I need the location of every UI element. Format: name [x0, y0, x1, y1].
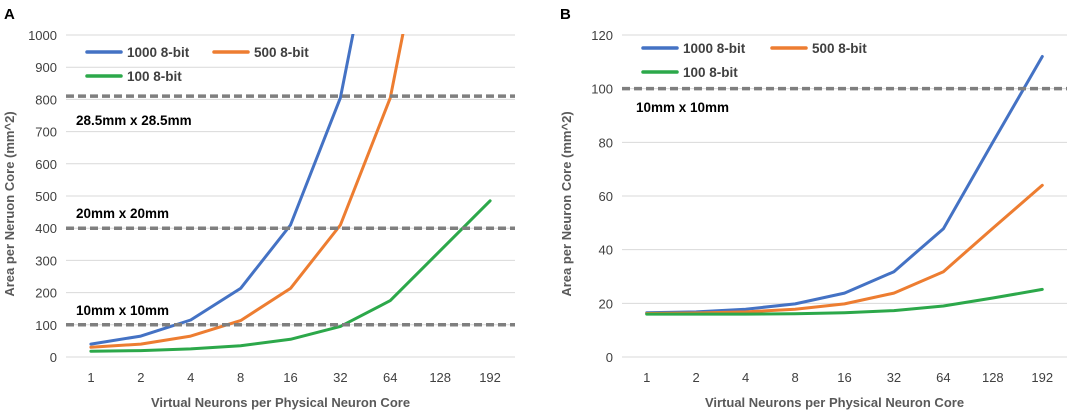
- y-tick-label: 40: [599, 243, 613, 258]
- x-tick-label: 16: [837, 370, 851, 385]
- x-tick-label: 4: [187, 370, 194, 385]
- y-tick-label: 20: [599, 296, 613, 311]
- reference-line-label: 20mm x 20mm: [76, 206, 169, 221]
- y-axis-title: Area per Neruon Core (mm^2): [2, 111, 17, 296]
- reference-line-label: 28.5mm x 28.5mm: [76, 113, 192, 128]
- x-tick-label: 1: [87, 370, 94, 385]
- x-tick-label: 4: [742, 370, 749, 385]
- series-line-100-8-bit: [645, 287, 1044, 316]
- x-tick-label: 64: [383, 370, 397, 385]
- legend-label: 1000 8-bit: [127, 45, 190, 60]
- x-axis-title: Virtual Neurons per Physical Neuron Core: [705, 395, 964, 410]
- y-tick-label: 800: [35, 92, 57, 107]
- y-tick-label: 900: [35, 60, 57, 75]
- panel-a: A 0 100 200 300 400 500 600 700 800 900 1000 1 2 4 8 16 3…: [2, 6, 515, 410]
- x-tick-label: 128: [429, 370, 451, 385]
- y-tick-label: 600: [35, 157, 57, 172]
- x-tick-label: 8: [237, 370, 244, 385]
- series-line-1000-8-bit: [645, 55, 1044, 315]
- legend-label: 1000 8-bit: [683, 41, 746, 56]
- y-tick-label: 300: [35, 253, 57, 268]
- y-tick-label: 700: [35, 125, 57, 140]
- series-line-500-8-bit: [89, 34, 405, 349]
- y-tick-label: 120: [591, 28, 613, 43]
- legend-label: 100 8-bit: [683, 65, 738, 80]
- legend-label: 500 8-bit: [254, 45, 309, 60]
- series-line-100-8-bit: [89, 199, 492, 353]
- x-tick-label: 192: [1031, 370, 1053, 385]
- y-axis-title: Area per Neuron Core (mm^2): [559, 111, 574, 296]
- x-tick-label: 192: [479, 370, 501, 385]
- y-tick-label: 100: [35, 318, 57, 333]
- series-line-1000-8-bit: [89, 34, 355, 346]
- x-tick-label: 32: [887, 370, 901, 385]
- panel-label: A: [4, 6, 15, 23]
- plot-area: [645, 55, 1044, 316]
- y-tick-label: 0: [50, 350, 57, 365]
- reference-line-label: 10mm x 10mm: [636, 100, 729, 115]
- plot-area: [89, 34, 492, 353]
- panel-label: B: [560, 6, 571, 23]
- x-tick-label: 1: [643, 370, 650, 385]
- y-tick-label: 60: [599, 189, 613, 204]
- x-tick-label: 64: [936, 370, 950, 385]
- y-tick-label: 200: [35, 286, 57, 301]
- x-tick-label: 32: [333, 370, 347, 385]
- y-tick-label: 100: [591, 82, 613, 97]
- y-tick-label: 1000: [28, 28, 57, 43]
- legend-label: 500 8-bit: [812, 41, 867, 56]
- x-tick-label: 128: [982, 370, 1004, 385]
- x-axis-title: Virtual Neurons per Physical Neuron Core: [151, 395, 410, 410]
- x-tick-label: 8: [791, 370, 798, 385]
- legend-label: 100 8-bit: [127, 69, 182, 84]
- y-tick-label: 0: [606, 350, 613, 365]
- panel-b: B 0 20 40 60 80 100 120 1 2 4 8 16 32 64 128 192 Virtual …: [559, 6, 1067, 410]
- y-tick-label: 400: [35, 221, 57, 236]
- x-tick-label: 2: [693, 370, 700, 385]
- x-tick-label: 16: [283, 370, 297, 385]
- x-tick-label: 2: [137, 370, 144, 385]
- y-tick-label: 500: [35, 189, 57, 204]
- reference-line-label: 10mm x 10mm: [76, 303, 169, 318]
- y-tick-label: 80: [599, 135, 613, 150]
